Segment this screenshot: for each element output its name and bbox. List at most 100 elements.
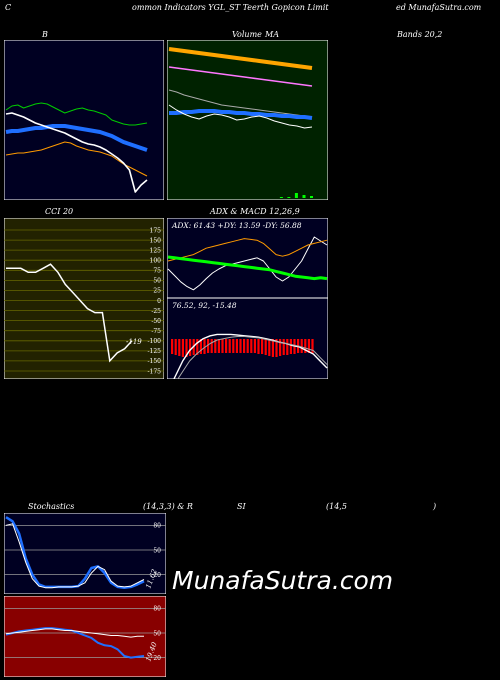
macd-histogram-bar	[178, 339, 181, 356]
macd-histogram-bar	[261, 339, 264, 354]
macd-histogram-bar	[253, 339, 256, 353]
ma-title: MA	[265, 30, 279, 39]
header-right: ed MunafaSutra.com	[396, 3, 482, 12]
ma-series-1	[168, 66, 313, 87]
stoch-params: (14,3,3) & R	[143, 502, 193, 511]
cci-tick-label: 75	[153, 268, 161, 275]
adx-readout: ADX: 61.43 +DY: 13.59 -DY: 56.88	[171, 221, 302, 230]
macd-histogram-bar	[268, 339, 271, 356]
ma-series-2	[168, 89, 313, 118]
rsi-title: SI	[237, 502, 246, 511]
macd-histogram-bar	[300, 339, 303, 353]
stochastics-tick-label: 20	[153, 572, 161, 579]
adx-series-2	[167, 255, 328, 281]
macd-histogram-bar	[207, 339, 210, 353]
cci-tick-label: -150	[148, 358, 162, 365]
macd-histogram-bar	[250, 339, 253, 353]
rsi-tick-label: 80	[153, 606, 161, 613]
stochastics-tick-label: 50	[153, 547, 161, 554]
cci-tick-label: -75	[151, 328, 161, 335]
macd-histogram-bar	[185, 339, 188, 357]
macd-histogram-bar	[225, 339, 228, 353]
macd-histogram-bar	[217, 339, 220, 353]
ma-volume-bar	[310, 196, 313, 198]
bollinger-series-3	[5, 112, 148, 193]
ma-chart	[167, 40, 328, 200]
ma-volume-bar	[279, 197, 283, 198]
stoch-title: Stochastics	[28, 502, 75, 511]
macd-histogram-bar	[189, 339, 192, 356]
cci-tick-label: -100	[148, 338, 162, 345]
macd-histogram-bar	[228, 339, 231, 353]
adx-series-0	[167, 236, 328, 291]
bollinger-series-1	[5, 124, 148, 152]
cci-tick-label: 0	[157, 298, 161, 305]
adx-series-1	[167, 238, 328, 262]
macd-histogram-bar	[289, 339, 292, 354]
ma-volume-bar	[302, 195, 306, 198]
ma-series-0	[168, 47, 313, 70]
macd-histogram-bar	[210, 339, 213, 353]
macd-histogram-bar	[199, 339, 202, 354]
rsi-tick-label: 50	[153, 630, 161, 637]
cci-tick-label: 150	[150, 237, 162, 244]
header-title: ommon Indicators YGL_ST Teerth Gopicon L…	[132, 3, 329, 12]
brand-watermark: MunafaSutra.com	[172, 566, 394, 595]
ma-series-3	[169, 109, 313, 120]
ma-volume-label: Volume	[232, 30, 262, 39]
macd-histogram-bar	[271, 339, 274, 357]
macd-histogram-bar	[171, 339, 174, 354]
macd-histogram-bar	[282, 339, 285, 355]
cci-tick-label: -125	[148, 348, 162, 355]
cci-series-line	[6, 263, 133, 363]
ma-volume-bar	[294, 193, 298, 198]
macd-chart: 76.52, 92, -15.48	[167, 298, 328, 379]
cci-tick-label: 25	[153, 288, 161, 295]
macd-histogram-bar	[279, 339, 282, 356]
macd-histogram-bar	[311, 339, 314, 353]
macd-histogram-bar	[239, 339, 242, 353]
macd-histogram-bar	[286, 339, 289, 355]
bollinger-chart	[4, 40, 164, 200]
macd-histogram-bar	[221, 339, 224, 353]
macd-histogram-bar	[304, 339, 307, 353]
cci-tick-label: -175	[148, 368, 162, 375]
macd-series-0	[173, 333, 328, 379]
macd-histogram-bar	[196, 339, 199, 355]
adx-macd-title: ADX & MACD 12,26,9	[210, 207, 300, 216]
rsi-series-0	[5, 627, 145, 659]
cci-title: CCI 20	[45, 207, 74, 216]
rsi-params: (14,5	[326, 502, 347, 511]
bollinger-series-0	[5, 102, 148, 126]
cci-tick-label: 125	[150, 247, 162, 254]
cci-tick-label: -25	[151, 308, 161, 315]
cci-tick-label: 50	[153, 278, 161, 285]
macd-histogram-bar	[307, 339, 310, 353]
macd-histogram-bar	[232, 339, 235, 353]
macd-series-1	[177, 336, 328, 379]
ma-volume-bar	[287, 197, 291, 198]
cci-tick-label: -50	[151, 318, 161, 325]
cci-value-label: -119	[126, 338, 142, 346]
ma-series-4	[168, 104, 313, 129]
header-left: C	[5, 3, 12, 12]
rsi-series-1	[5, 628, 144, 638]
adx-chart: ADX: 61.43 +DY: 13.59 -DY: 56.88	[167, 218, 328, 298]
cci-tick-label: 100	[150, 258, 162, 265]
macd-histogram-bar	[181, 339, 184, 357]
macd-histogram-bar	[246, 339, 249, 353]
macd-readout: 76.52, 92, -15.48	[172, 301, 237, 310]
rsi-params-close: )	[433, 502, 437, 511]
macd-histogram-bar	[264, 339, 267, 355]
macd-histogram-bar	[235, 339, 238, 353]
cci-tick-label: 175	[150, 227, 162, 234]
rsi-tick-label: 20	[153, 655, 161, 662]
cci-chart: 175 150 125 100 75 50 25 0 -25 -50 -75 -100 -125 -150…	[4, 218, 164, 379]
bands-title: Bands 20,2	[397, 30, 443, 39]
macd-histogram-bar	[174, 339, 177, 355]
stochastics-series-1	[5, 523, 145, 589]
macd-histogram-bar	[203, 339, 206, 354]
macd-histogram-bar	[257, 339, 260, 354]
